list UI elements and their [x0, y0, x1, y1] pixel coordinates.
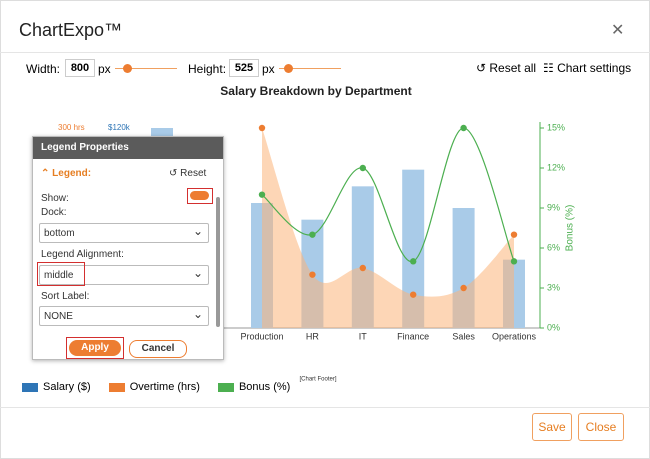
alignment-highlight	[37, 262, 85, 286]
chart-settings-text: Chart settings	[557, 61, 632, 75]
alignment-select[interactable]: middle	[39, 263, 209, 285]
width-label: Width:	[26, 62, 61, 76]
legend-item[interactable]: Bonus (%)	[217, 381, 291, 393]
line-point	[309, 231, 316, 238]
section-text: Legend:	[52, 168, 92, 179]
reset-all[interactable]: ↺ Reset all	[476, 61, 537, 75]
area-point	[510, 231, 518, 238]
y2-tick-label: 3%	[547, 282, 560, 292]
y2-tick-label: 9%	[547, 202, 560, 212]
x-tick-label: Production	[240, 331, 283, 341]
area-point	[460, 284, 467, 292]
scrollbar[interactable]	[216, 197, 220, 327]
slider-knob[interactable]	[123, 64, 132, 73]
dock-select[interactable]: bottom	[39, 221, 209, 243]
close-icon[interactable]: ✕	[611, 22, 625, 39]
width-slider[interactable]	[115, 68, 177, 69]
chart-title: Salary Breakdown by Department	[220, 84, 411, 98]
x-tick-label: Operations	[492, 331, 537, 341]
close-button[interactable]: Close	[578, 413, 624, 441]
legend-item[interactable]: Salary ($)	[22, 381, 91, 393]
legend-item[interactable]: Overtime (hrs)	[108, 381, 200, 393]
apply-highlight	[66, 337, 124, 359]
line-point	[359, 164, 366, 172]
height-label: Height:	[188, 62, 227, 76]
slider-knob[interactable]	[284, 64, 293, 73]
chart-footer: [Chart Footer]	[299, 377, 336, 383]
line-point	[410, 258, 417, 265]
area-point	[258, 124, 266, 132]
legend: Salary ($) Overtime (hrs) Bonus (%)	[22, 381, 290, 393]
toggle-highlight	[187, 188, 213, 204]
reset-text: Reset	[180, 168, 207, 179]
sort-select[interactable]: NONE	[39, 304, 209, 326]
apply-button[interactable]: Apply	[69, 340, 121, 356]
y2-tick-label: 6%	[547, 242, 560, 252]
annotation: $120k	[108, 123, 131, 132]
area-point	[359, 264, 366, 272]
legend-swatch	[108, 382, 125, 392]
line	[261, 127, 515, 262]
line-point	[510, 258, 518, 265]
y2-tick-label: 0%	[547, 322, 560, 332]
line-point	[460, 124, 467, 132]
legend-label: Salary ($)	[43, 381, 91, 393]
x-tick-label: Sales	[452, 331, 475, 341]
partial-bar	[151, 128, 173, 138]
reset-all-text: Reset all	[489, 61, 537, 75]
area-point	[410, 291, 417, 298]
x-tick-label: Finance	[397, 331, 429, 341]
legend-panel: Legend Properties ⌃ Legend: ↺ Reset Show…	[32, 136, 224, 360]
legend-swatch	[22, 382, 38, 392]
legend-label: Bonus (%)	[238, 381, 291, 393]
chart-settings[interactable]: ☷ Chart settings	[543, 61, 632, 75]
section-title[interactable]: ⌃ Legend:	[41, 168, 92, 179]
sort-label: Sort Label:	[41, 291, 90, 302]
alignment-label: Legend Alignment:	[41, 249, 124, 260]
y2-tick-label: 15%	[547, 122, 565, 132]
panel-title: Legend Properties	[33, 137, 223, 159]
divider	[0, 407, 650, 408]
area	[262, 128, 514, 328]
y2-axis-label: Bonus (%)	[565, 205, 576, 252]
x-tick-label: IT	[359, 331, 368, 341]
height-unit: px	[262, 62, 275, 76]
cancel-button[interactable]: Cancel	[129, 340, 187, 358]
line-point	[258, 191, 266, 198]
height-input[interactable]: 525	[229, 59, 259, 77]
reset[interactable]: ↺ Reset	[169, 168, 207, 179]
divider	[0, 52, 650, 53]
legend-swatch	[217, 382, 234, 392]
show-label: Show:	[41, 193, 69, 204]
width-unit: px	[98, 62, 111, 76]
save-button[interactable]: Save	[532, 413, 572, 441]
bar	[402, 169, 425, 328]
width-input[interactable]: 800	[65, 59, 95, 77]
y2-tick-label: 12%	[547, 162, 565, 172]
area-point	[309, 271, 316, 278]
dock-label: Dock:	[41, 207, 67, 218]
legend-label: Overtime (hrs)	[129, 381, 200, 393]
app-title: ChartExpo™	[19, 20, 123, 40]
x-tick-label: HR	[306, 331, 319, 341]
annotation: 300 hrs	[58, 123, 85, 132]
height-slider[interactable]	[279, 68, 341, 69]
show-toggle[interactable]	[190, 191, 209, 200]
